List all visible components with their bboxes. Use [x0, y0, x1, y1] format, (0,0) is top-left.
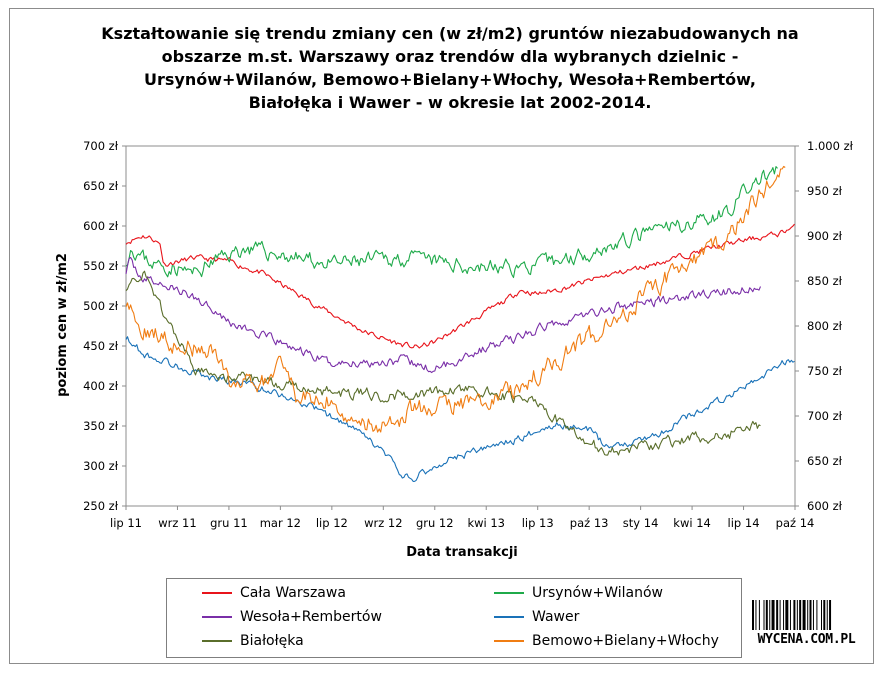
- barcode-bar: [776, 600, 779, 630]
- y-left-tick-label: 650 zł: [83, 179, 119, 193]
- series-line-wesola-rembertow: [125, 256, 762, 374]
- y-left-tick-label: 700 zł: [83, 139, 119, 153]
- y-right-tick-label: 650 zł: [807, 454, 843, 468]
- x-tick-label: wrz 11: [158, 516, 196, 530]
- watermark-logo: WYCENA.COM.PL: [749, 600, 864, 656]
- x-tick-label: lip 13: [522, 516, 554, 530]
- y-left-tick-label: 300 zł: [83, 459, 119, 473]
- plot-area: [125, 145, 796, 507]
- x-tick-label: wrz 12: [364, 516, 402, 530]
- legend-item-wawer: Wawer: [494, 607, 579, 627]
- legend-item-cala-warszawa: Cała Warszawa: [202, 583, 346, 603]
- y-right-tick-label: 950 zł: [807, 184, 843, 198]
- x-tick-label: gru 12: [416, 516, 454, 530]
- y-left-tick-label: 350 zł: [83, 419, 119, 433]
- y-left-tick-label: 250 zł: [83, 499, 119, 513]
- barcode-bar: [765, 600, 768, 630]
- x-tick-label: kwi 14: [673, 516, 711, 530]
- series-layer: [125, 165, 795, 482]
- barcode-bar: [809, 600, 812, 630]
- legend-item-ursynow-wilanow: Ursynów+Wilanów: [494, 583, 663, 603]
- barcode-bar: [802, 600, 806, 630]
- barcode-bar: [793, 600, 796, 630]
- barcode-bar: [796, 600, 798, 630]
- legend: Cała Warszawa Ursynów+Wilanów Wesoła+Rem…: [166, 578, 742, 658]
- y-left-tick-label: 500 zł: [83, 299, 119, 313]
- barcode-icon: [752, 600, 832, 630]
- y-left-tick-label: 400 zł: [83, 379, 119, 393]
- legend-item-bialoleka: Białołęka: [202, 631, 304, 651]
- y-right-tick-label: 700 zł: [807, 409, 843, 423]
- legend-swatch: [494, 592, 524, 594]
- barcode-bar: [799, 600, 802, 630]
- series-line-wawer: [125, 336, 795, 482]
- legend-label: Ursynów+Wilanów: [532, 585, 663, 601]
- barcode-bar: [755, 600, 757, 630]
- y-axis-title: poziom cen w zł/m2: [55, 253, 70, 397]
- legend-swatch: [494, 640, 524, 642]
- barcode-bar: [812, 600, 814, 630]
- barcode-bar: [816, 600, 818, 630]
- y-right-tick-label: 900 zł: [807, 229, 843, 243]
- legend-item-wesola-rembertow: Wesoła+Rembertów: [202, 607, 382, 627]
- x-axis-title: Data transakcji: [406, 545, 518, 560]
- barcode-bar: [758, 600, 760, 630]
- x-tick-label: paź 13: [570, 516, 609, 530]
- legend-label: Białołęka: [240, 633, 304, 649]
- y-left-tick-label: 600 zł: [83, 219, 119, 233]
- legend-swatch: [494, 616, 524, 618]
- legend-item-bemowo-bielany-wlochy: Bemowo+Bielany+Włochy: [494, 631, 719, 651]
- legend-label: Cała Warszawa: [240, 585, 346, 601]
- y-left-tick-label: 550 zł: [83, 259, 119, 273]
- x-tick-label: paź 14: [776, 516, 815, 530]
- barcode-bar: [829, 600, 832, 630]
- watermark-text: WYCENA.COM.PL: [757, 632, 856, 647]
- legend-label: Bemowo+Bielany+Włochy: [532, 633, 719, 649]
- series-line-bialoleka: [125, 270, 761, 456]
- barcode-bar: [826, 600, 828, 630]
- y-right-tick-label: 1.000 zł: [807, 139, 854, 153]
- chart-frame: [9, 8, 874, 664]
- series-line-cala-warszawa: [125, 223, 795, 349]
- barcode-bar: [783, 600, 785, 630]
- barcode-bar: [807, 600, 809, 630]
- x-tick-label: lip 12: [316, 516, 348, 530]
- x-tick-label: sty 14: [623, 516, 659, 530]
- chart-title: Kształtowanie się trendu zmiany cen (w z…: [101, 24, 799, 112]
- series-line-ursynow-wilanow: [125, 166, 778, 279]
- x-tick-label: lip 11: [110, 516, 142, 530]
- barcode-bar: [821, 600, 822, 630]
- barcode-bar: [752, 600, 754, 630]
- barcode-bar: [785, 600, 789, 630]
- legend-swatch: [202, 640, 232, 642]
- y-right-tick-label: 750 zł: [807, 364, 843, 378]
- line-chart: 250 zł 300 zł 350 zł 400 zł 450 zł 500 zł 550 …: [55, 139, 854, 560]
- barcode-bar: [789, 600, 791, 630]
- y-right-tick-label: 850 zł: [807, 274, 843, 288]
- x-tick-label: mar 12: [260, 516, 301, 530]
- barcode-bar: [823, 600, 826, 630]
- ticks-layer: 250 zł 300 zł 350 zł 400 zł 450 zł 500 zł 550 …: [83, 139, 854, 530]
- legend-label: Wesoła+Rembertów: [240, 609, 382, 625]
- y-right-tick-label: 800 zł: [807, 319, 843, 333]
- barcode-bar: [769, 600, 771, 630]
- legend-swatch: [202, 616, 232, 618]
- axes: [125, 145, 796, 507]
- barcode-bar: [763, 600, 765, 630]
- x-tick-label: kwi 13: [467, 516, 505, 530]
- y-right-tick-label: 600 zł: [807, 499, 843, 513]
- barcode-bar: [771, 600, 775, 630]
- series-line-bemowo-bielany-wlochy: [125, 165, 786, 433]
- x-tick-label: lip 14: [728, 516, 760, 530]
- legend-swatch: [202, 592, 232, 594]
- barcode-bar: [779, 600, 781, 630]
- legend-label: Wawer: [532, 609, 580, 625]
- y-left-tick-label: 450 zł: [83, 339, 119, 353]
- x-tick-label: gru 11: [210, 516, 248, 530]
